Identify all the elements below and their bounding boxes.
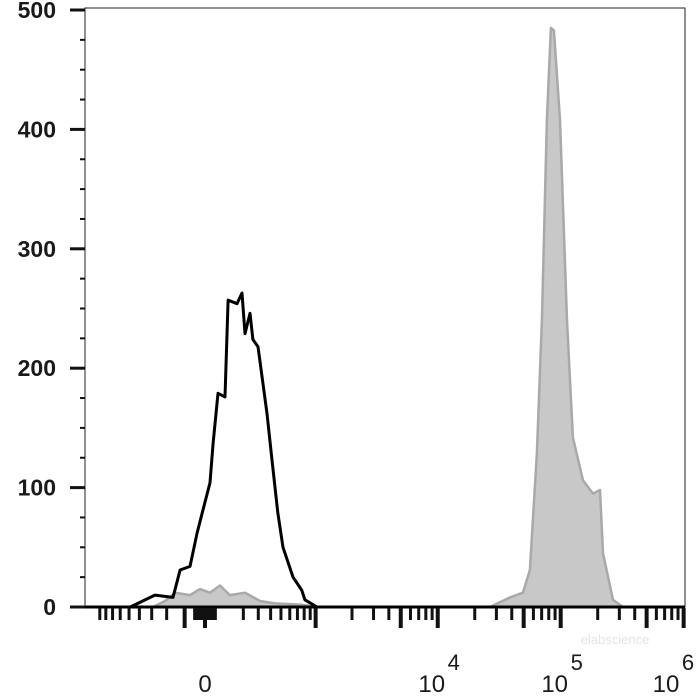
- x-tick-base: 0: [198, 671, 211, 698]
- y-tick-label: 300: [18, 236, 56, 262]
- x-tick-label: 105: [541, 650, 582, 698]
- x-tick-exponent: 6: [682, 650, 694, 675]
- series-layer: [129, 26, 625, 609]
- x-tick-exponent: 4: [448, 650, 460, 675]
- x-tick-base: 10: [541, 671, 568, 698]
- y-tick-label: 0: [43, 594, 56, 620]
- y-tick-label: 400: [18, 116, 56, 142]
- x-tick-base: 10: [653, 671, 680, 698]
- y-axis: 0 100 200 300 400 500: [18, 0, 85, 620]
- x-tick-label: 0: [198, 671, 211, 698]
- watermark: elabscience: [581, 632, 650, 647]
- series-black-outline-histogram: [129, 291, 318, 609]
- x-tick-label: 104: [418, 650, 459, 698]
- x-tick-base: 10: [418, 671, 445, 698]
- y-tick-label: 500: [18, 0, 56, 23]
- y-tick-label: 100: [18, 475, 56, 501]
- x-tick-exponent: 5: [571, 650, 583, 675]
- y-tick-label: 200: [18, 355, 56, 381]
- x-tick-label: 106: [653, 650, 694, 698]
- series-gray-filled-histogram: [151, 26, 625, 609]
